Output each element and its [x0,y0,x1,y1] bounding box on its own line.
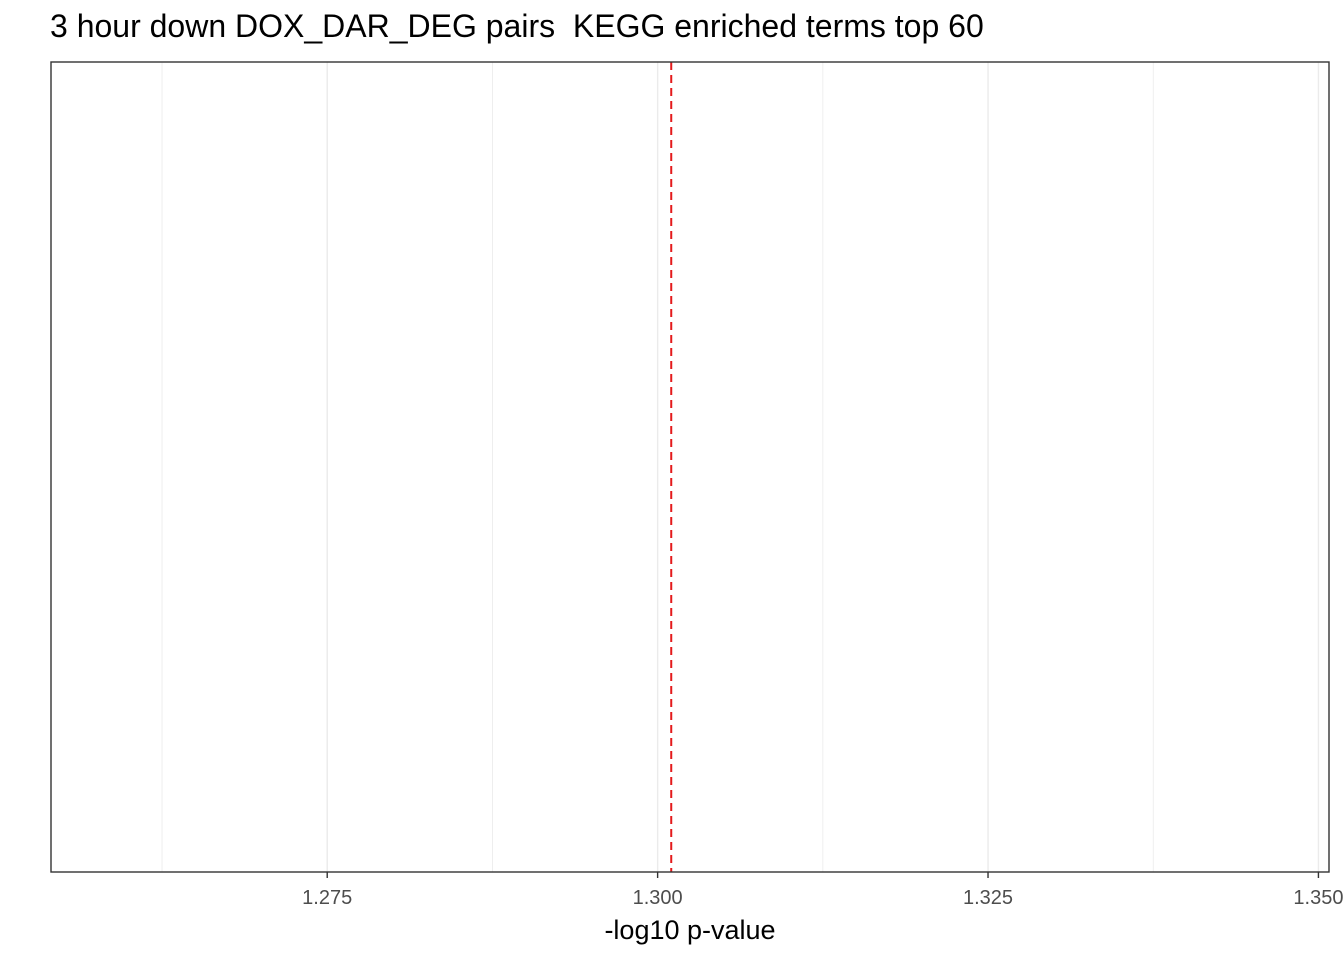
x-tick-label: 1.325 [963,887,1013,909]
x-axis: 1.275 1.300 1.325 1.350 [302,872,1343,909]
x-tick-label: 1.350 [1293,887,1343,909]
grid-lines [161,62,1320,872]
plot-panel-border [50,61,1330,873]
x-tick-label: 1.300 [633,887,683,909]
chart-title: 3 hour down DOX_DAR_DEG pairs KEGG enric… [50,8,984,44]
x-tick-label: 1.275 [302,887,352,909]
x-axis-title: -log10 p-value [604,915,775,945]
